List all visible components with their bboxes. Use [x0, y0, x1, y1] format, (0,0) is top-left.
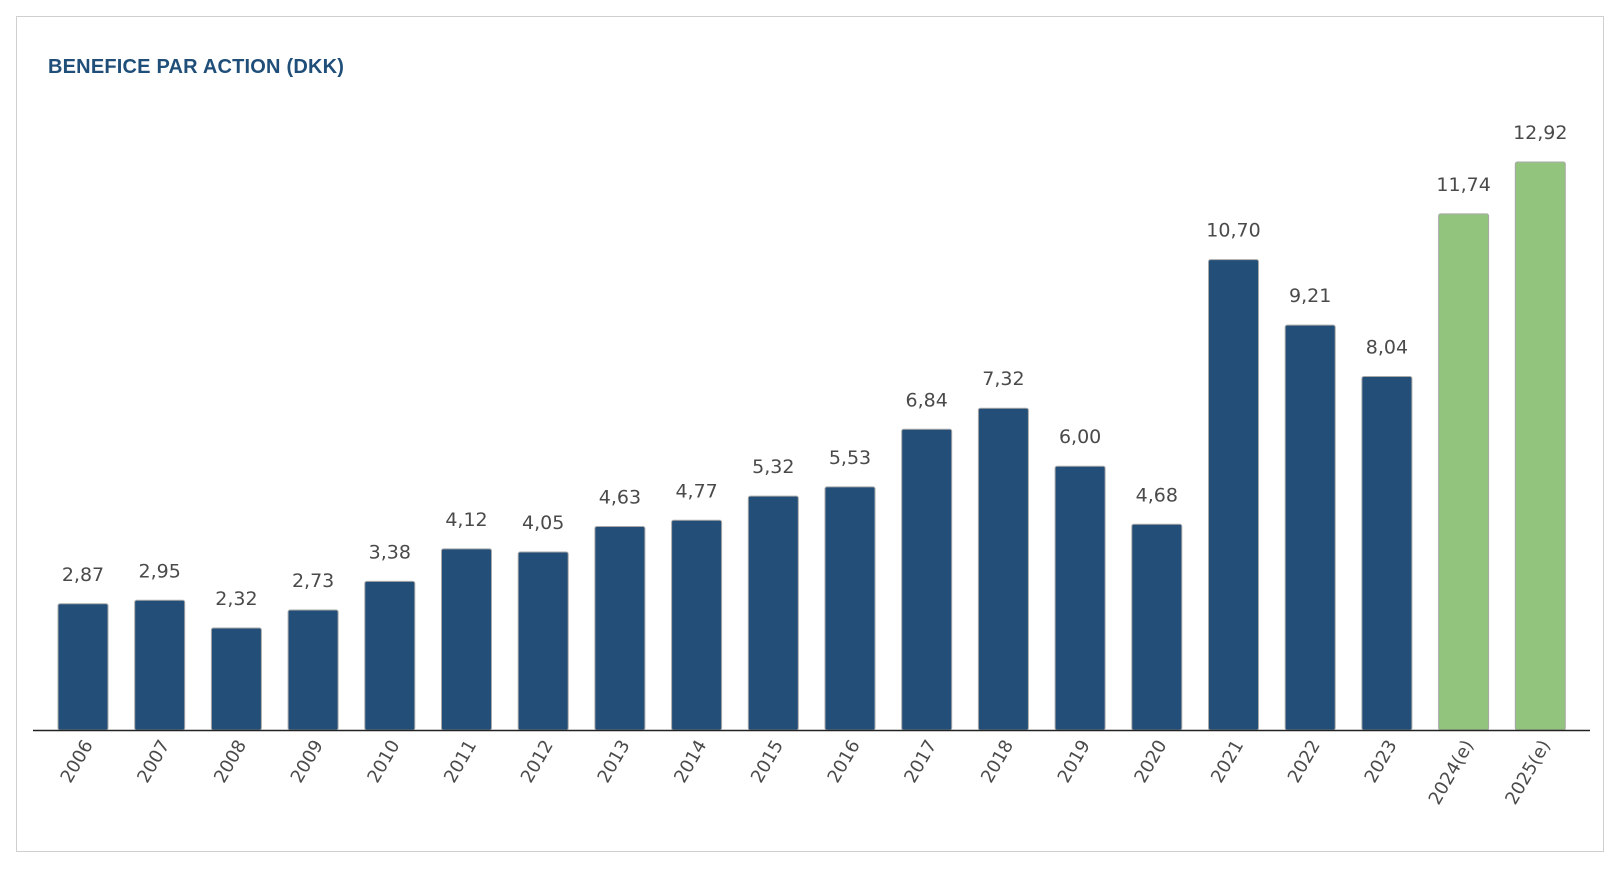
value-label-2010: 3,38: [369, 541, 411, 563]
value-label-2016: 5,53: [829, 447, 871, 469]
bar-2016: [824, 486, 876, 731]
x-tick-label-2009: 2009: [287, 737, 328, 787]
value-label-2019: 6,00: [1059, 426, 1101, 448]
bar-2018: [977, 407, 1029, 731]
bar-2019: [1054, 465, 1106, 731]
value-label-2014: 4,77: [675, 480, 717, 502]
bar-2010: [364, 580, 416, 731]
value-label-2025(e): 12,92: [1513, 122, 1567, 144]
x-tick-label-2025(e): 2025(e): [1501, 737, 1555, 809]
x-tick-label-2014: 2014: [670, 737, 711, 787]
value-label-2015: 5,32: [752, 456, 794, 478]
bar-2011: [441, 548, 492, 731]
bar-2006: [57, 603, 109, 731]
bar-2014: [671, 519, 723, 731]
value-label-2013: 4,63: [599, 487, 641, 509]
value-label-2017: 6,84: [906, 389, 948, 411]
bar-2009: [287, 609, 339, 731]
value-label-2006: 2,87: [62, 564, 104, 586]
value-label-2020: 4,68: [1136, 484, 1178, 506]
x-tick-label-2016: 2016: [824, 737, 865, 787]
x-tick-label-2020: 2020: [1130, 737, 1171, 787]
x-tick-label-2007: 2007: [133, 737, 174, 787]
x-tick-label-2008: 2008: [210, 737, 251, 787]
value-label-2011: 4,12: [445, 509, 487, 531]
bar-2020: [1131, 523, 1183, 731]
bar-2021: [1208, 259, 1259, 731]
x-tick-label-2022: 2022: [1284, 737, 1325, 787]
value-label-2018: 7,32: [982, 368, 1024, 390]
x-tick-label-2006: 2006: [57, 737, 98, 787]
bar-2025(e): [1514, 161, 1566, 731]
x-tick-label-2018: 2018: [977, 737, 1018, 787]
x-tick-label-2010: 2010: [363, 737, 404, 787]
x-tick-label-2019: 2019: [1054, 737, 1095, 787]
chart-frame: [16, 16, 1604, 852]
bar-2023: [1361, 376, 1413, 731]
bar-2024(e): [1438, 213, 1490, 731]
bar-2017: [901, 428, 953, 731]
value-label-2022: 9,21: [1289, 285, 1331, 307]
bar-2012: [517, 551, 569, 731]
x-tick-label-2012: 2012: [517, 737, 558, 787]
value-label-2024(e): 11,74: [1436, 174, 1490, 196]
bar-2007: [134, 599, 186, 731]
x-tick-label-2017: 2017: [900, 737, 941, 787]
x-tick-label-2013: 2013: [593, 737, 634, 787]
bar-2015: [747, 495, 799, 731]
value-label-2021: 10,70: [1206, 220, 1260, 242]
value-label-2012: 4,05: [522, 512, 564, 534]
x-tick-label-2015: 2015: [747, 737, 788, 787]
value-label-2009: 2,73: [292, 570, 334, 592]
x-tick-label-2021: 2021: [1207, 737, 1248, 787]
bar-2022: [1284, 324, 1336, 731]
x-tick-label-2023: 2023: [1360, 737, 1401, 787]
bar-2008: [210, 627, 262, 731]
value-label-2008: 2,32: [215, 588, 257, 610]
x-tick-label-2024(e): 2024(e): [1425, 737, 1479, 809]
chart-title: BENEFICE PAR ACTION (DKK): [48, 56, 345, 78]
bar-2013: [594, 526, 646, 731]
value-label-2023: 8,04: [1366, 337, 1408, 359]
x-tick-label-2011: 2011: [440, 737, 481, 787]
value-label-2007: 2,95: [139, 560, 181, 582]
